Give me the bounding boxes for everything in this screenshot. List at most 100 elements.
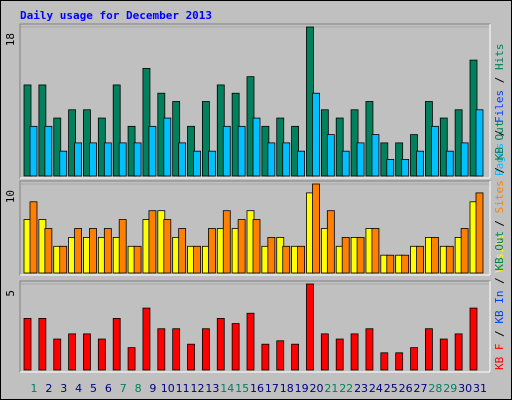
legend-item: KB F bbox=[493, 344, 506, 371]
bar bbox=[282, 142, 291, 177]
legend-separator: / bbox=[493, 123, 506, 143]
bar bbox=[335, 117, 344, 177]
bar bbox=[326, 134, 335, 177]
bar bbox=[386, 159, 395, 177]
legend-separator: / bbox=[493, 70, 506, 90]
bar bbox=[29, 125, 38, 177]
x-tick-label: 28 bbox=[428, 382, 442, 395]
bar bbox=[252, 117, 261, 177]
bar bbox=[157, 328, 166, 371]
bar bbox=[163, 219, 172, 274]
bar bbox=[267, 142, 276, 177]
bar bbox=[312, 92, 320, 177]
bar bbox=[142, 307, 151, 371]
bar bbox=[350, 333, 359, 371]
bar bbox=[326, 210, 335, 274]
x-tick-label: 1 bbox=[31, 382, 38, 395]
x-tick-label: 15 bbox=[235, 382, 249, 395]
bar bbox=[231, 323, 240, 371]
bar bbox=[118, 219, 127, 274]
bar bbox=[112, 84, 121, 177]
legend-item: Files bbox=[493, 90, 506, 123]
bar bbox=[29, 201, 38, 274]
bar bbox=[430, 236, 439, 274]
bar bbox=[341, 150, 350, 177]
legend-item: KB Out bbox=[493, 231, 506, 271]
bar bbox=[335, 338, 344, 371]
bar bbox=[341, 236, 350, 274]
bar bbox=[380, 352, 389, 371]
bar bbox=[439, 338, 448, 371]
bar bbox=[38, 317, 47, 371]
x-tick-label: 23 bbox=[354, 382, 368, 395]
bar bbox=[103, 142, 112, 177]
bar bbox=[416, 245, 424, 274]
y-tick-label: 18 bbox=[4, 33, 17, 46]
y-tick-label: 10 bbox=[4, 190, 17, 203]
bar bbox=[148, 125, 157, 177]
x-tick-label: 9 bbox=[149, 382, 156, 395]
bar bbox=[410, 347, 418, 371]
bar bbox=[112, 317, 121, 371]
bar bbox=[460, 228, 469, 274]
bar bbox=[53, 338, 62, 371]
x-tick-label: 16 bbox=[250, 382, 264, 395]
bar bbox=[430, 125, 439, 177]
bar bbox=[201, 328, 210, 371]
bar bbox=[445, 245, 454, 274]
bar bbox=[133, 245, 142, 274]
bar bbox=[454, 333, 463, 371]
bar bbox=[356, 236, 365, 274]
bar bbox=[44, 125, 53, 177]
bar bbox=[276, 340, 285, 371]
bar bbox=[142, 67, 151, 177]
bar bbox=[306, 283, 314, 371]
x-tick-label: 18 bbox=[280, 382, 294, 395]
legend-item: Hits bbox=[493, 44, 506, 71]
bar bbox=[68, 333, 76, 371]
x-tick-label: 25 bbox=[384, 382, 398, 395]
bar bbox=[74, 142, 82, 177]
bar bbox=[439, 117, 448, 177]
bar bbox=[74, 228, 82, 274]
x-tick-label: 6 bbox=[105, 382, 112, 395]
legend-item: KB In bbox=[493, 291, 506, 324]
bar bbox=[178, 142, 187, 177]
x-tick-label: 27 bbox=[414, 382, 428, 395]
bar bbox=[320, 333, 329, 371]
x-tick-label: 24 bbox=[369, 382, 383, 395]
x-tick-label: 4 bbox=[75, 382, 82, 395]
bar bbox=[178, 228, 187, 274]
x-tick-label: 5 bbox=[90, 382, 97, 395]
bar bbox=[395, 352, 404, 371]
bar bbox=[371, 134, 380, 177]
bar bbox=[103, 228, 112, 274]
chart-title: Daily usage for December 2013 bbox=[20, 9, 212, 22]
bar bbox=[475, 109, 484, 177]
bar bbox=[97, 338, 106, 371]
bar bbox=[187, 343, 195, 371]
x-tick-label: 26 bbox=[399, 382, 413, 395]
bar bbox=[371, 228, 380, 274]
x-tick-label: 3 bbox=[60, 382, 67, 395]
bar bbox=[83, 333, 91, 371]
x-tick-label: 19 bbox=[295, 382, 309, 395]
bar bbox=[252, 219, 261, 274]
bar bbox=[401, 159, 410, 177]
bar bbox=[261, 343, 270, 371]
bar bbox=[312, 183, 320, 274]
x-tick-label: 11 bbox=[176, 382, 190, 395]
bar bbox=[148, 210, 157, 274]
legend: KB F / KB In / KB Out bbox=[493, 231, 506, 370]
bar bbox=[89, 228, 97, 274]
bar bbox=[445, 150, 454, 177]
bar bbox=[237, 219, 246, 274]
bar bbox=[118, 142, 127, 177]
bar bbox=[291, 343, 300, 371]
x-tick-label: 10 bbox=[161, 382, 175, 395]
x-tick-label: 20 bbox=[309, 382, 323, 395]
bar bbox=[222, 125, 231, 177]
bar bbox=[222, 210, 231, 274]
x-tick-label: 31 bbox=[473, 382, 487, 395]
